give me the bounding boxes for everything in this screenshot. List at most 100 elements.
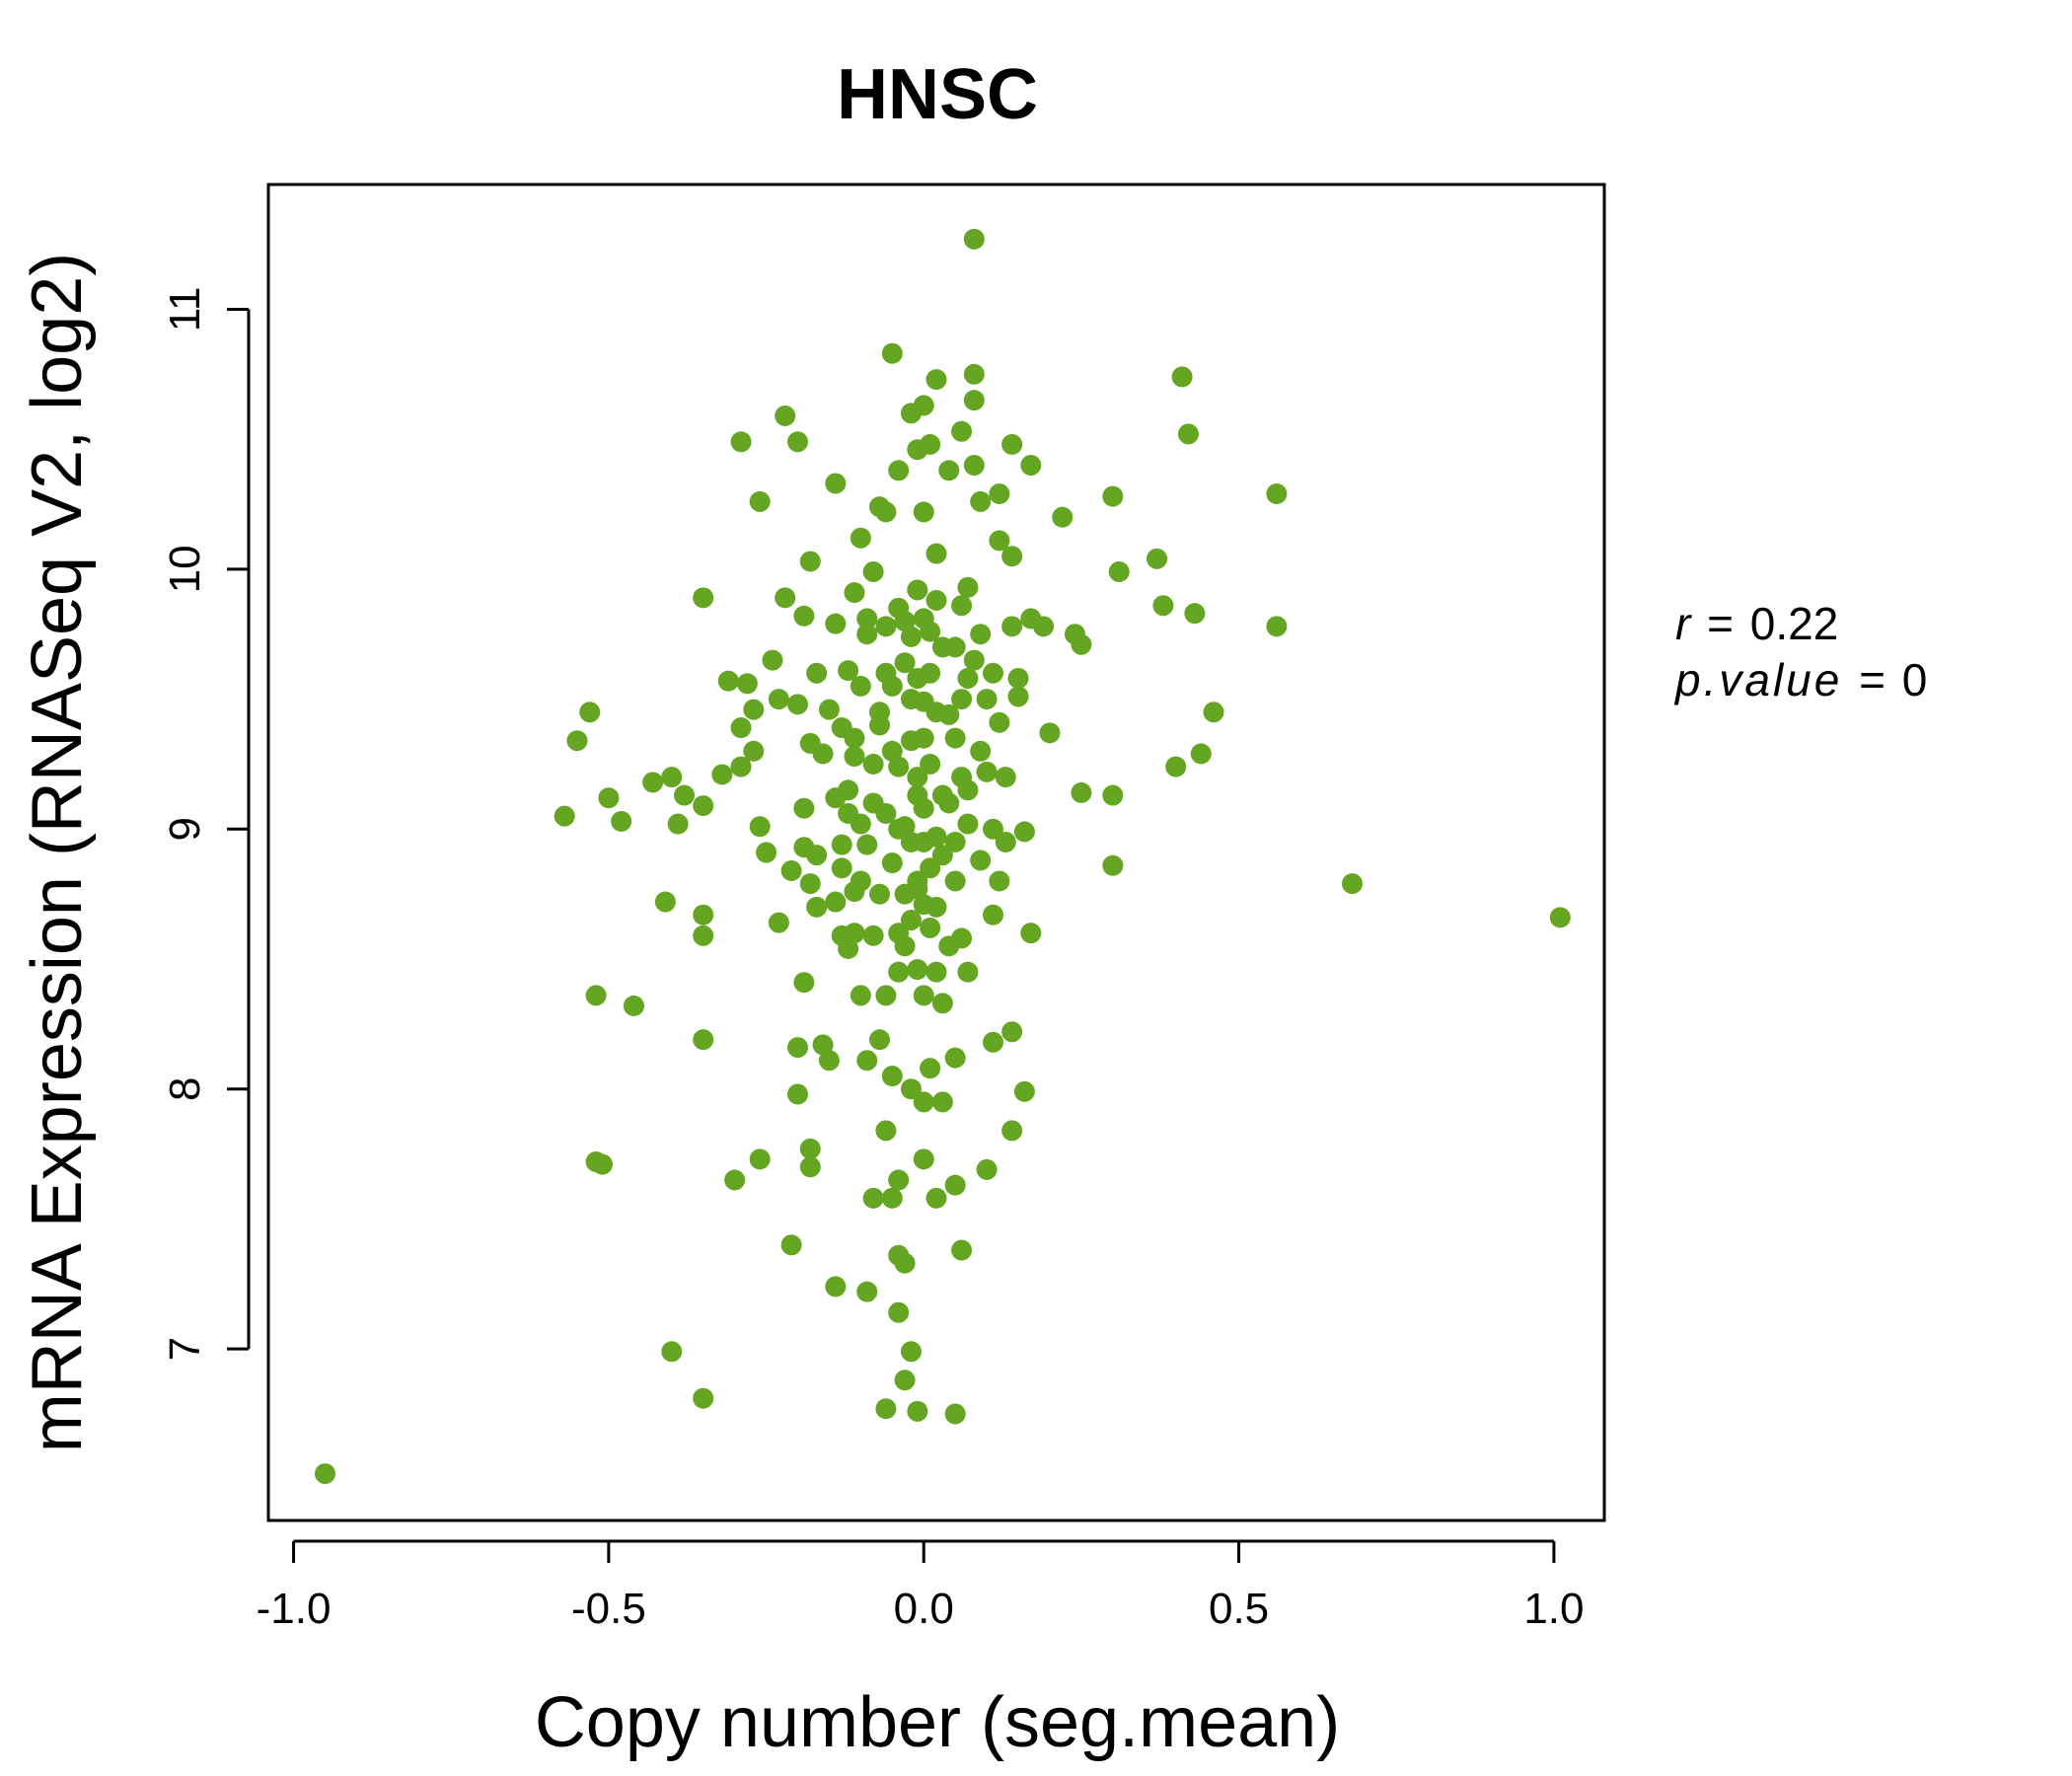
data-point (907, 1400, 928, 1422)
data-point (711, 764, 733, 785)
data-point (875, 1120, 897, 1142)
data-point (693, 795, 714, 817)
data-point (976, 761, 998, 782)
data-point (838, 660, 859, 682)
data-point (844, 746, 865, 768)
data-point (888, 1244, 910, 1266)
data-point (812, 1034, 834, 1056)
data-point (749, 816, 771, 838)
data-point (838, 802, 859, 824)
data-point (869, 496, 891, 518)
data-point (894, 1369, 916, 1391)
data-point (925, 589, 947, 611)
data-point (938, 792, 960, 814)
data-point (920, 753, 941, 775)
data-point (850, 675, 871, 697)
data-point (888, 1169, 910, 1191)
data-point (693, 904, 714, 925)
data-point (931, 993, 953, 1014)
data-point (907, 767, 928, 788)
data-point (850, 870, 871, 892)
data-point (825, 1276, 847, 1297)
data-point (585, 985, 607, 1006)
r-value: 0.22 (1750, 598, 1839, 649)
data-point (749, 490, 771, 512)
data-point (856, 834, 878, 855)
data-point (900, 626, 922, 647)
data-point (869, 883, 891, 905)
data-point (944, 870, 966, 892)
data-point (598, 787, 620, 809)
data-point (920, 857, 941, 879)
x-tick-label: 0.5 (1209, 1585, 1269, 1633)
data-point (894, 652, 916, 674)
data-point (850, 527, 871, 549)
data-point (900, 909, 922, 930)
data-point (1071, 781, 1092, 803)
data-point (907, 439, 928, 461)
data-point (1020, 454, 1042, 476)
stats-annotation: r = 0.22 p.value = 0 (1673, 598, 1927, 705)
data-point (982, 904, 1003, 925)
data-point (907, 959, 928, 981)
data-point (925, 961, 947, 983)
data-point (806, 896, 828, 918)
data-point (888, 1301, 910, 1323)
data-point (856, 624, 878, 645)
data-point (944, 1403, 966, 1425)
data-point (869, 1029, 891, 1051)
data-point (920, 917, 941, 938)
data-point (825, 891, 847, 913)
y-axis-title: mRNA Expression (RNASeq V2, log2) (18, 253, 97, 1452)
data-point (894, 883, 916, 905)
data-point (989, 482, 1010, 504)
data-point (913, 985, 934, 1006)
data-point (844, 582, 865, 604)
data-point (856, 1281, 878, 1302)
data-point (1102, 854, 1124, 876)
data-point (786, 431, 808, 453)
data-point (982, 1031, 1003, 1053)
data-point (976, 689, 998, 710)
x-tick-label: -1.0 (257, 1585, 332, 1633)
data-point (831, 834, 852, 855)
data-point (925, 896, 947, 918)
data-point (957, 813, 979, 835)
data-point (957, 779, 979, 801)
data-point (856, 608, 878, 629)
data-point (982, 818, 1003, 840)
data-point (1147, 548, 1168, 569)
data-point (585, 1150, 607, 1172)
data-point (730, 756, 752, 777)
data-point (963, 649, 985, 671)
data-point (995, 831, 1016, 852)
data-point (1203, 702, 1224, 723)
data-point (875, 1398, 897, 1420)
data-point (661, 1341, 683, 1363)
data-point (1108, 561, 1130, 583)
data-point (881, 740, 903, 762)
data-point (944, 727, 966, 749)
data-point (1001, 616, 1023, 637)
data-point (907, 579, 928, 601)
data-point (957, 961, 979, 983)
data-point (661, 767, 683, 788)
data-points (314, 228, 1571, 1485)
r-statistic: r = 0.22 (1675, 598, 1838, 649)
x-tick-label: 0.0 (894, 1585, 954, 1633)
data-point (736, 673, 758, 695)
data-point (743, 740, 765, 762)
p-label: p.value (1673, 654, 1842, 705)
data-point (913, 831, 934, 852)
data-point (989, 870, 1010, 892)
data-point (786, 694, 808, 715)
data-point (995, 767, 1016, 788)
data-point (674, 784, 696, 806)
data-point (693, 587, 714, 609)
data-point (799, 1138, 821, 1159)
data-point (913, 1091, 934, 1113)
p-value: 0 (1902, 654, 1928, 705)
data-point (951, 689, 973, 710)
data-point (838, 779, 859, 801)
data-point (925, 1187, 947, 1209)
